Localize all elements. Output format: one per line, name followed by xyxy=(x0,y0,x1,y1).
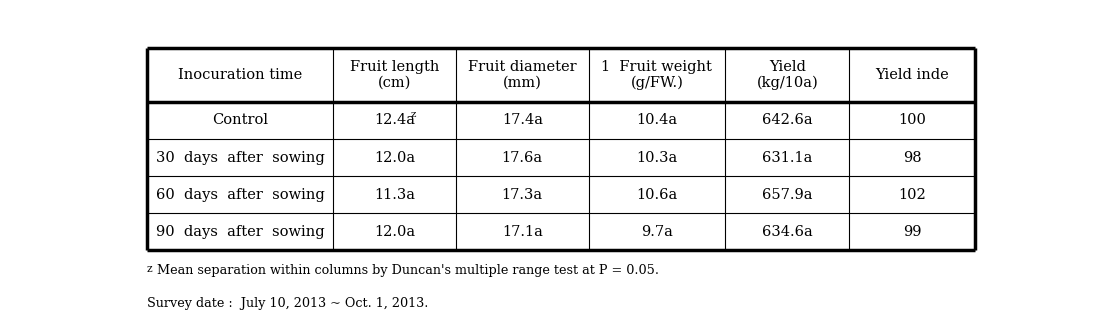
Text: 10.3a: 10.3a xyxy=(636,151,678,165)
Text: 102: 102 xyxy=(899,188,926,202)
Text: 10.6a: 10.6a xyxy=(636,188,678,202)
Text: 100: 100 xyxy=(898,113,926,127)
Text: 634.6a: 634.6a xyxy=(762,225,812,239)
Text: z: z xyxy=(411,111,416,119)
Text: z: z xyxy=(147,264,152,274)
Text: 12.4a: 12.4a xyxy=(374,113,415,127)
Text: 11.3a: 11.3a xyxy=(374,188,415,202)
Text: Mean separation within columns by Duncan's multiple range test at P = 0.05.: Mean separation within columns by Duncan… xyxy=(158,264,659,277)
Text: Control: Control xyxy=(212,113,268,127)
Text: 12.0a: 12.0a xyxy=(374,151,415,165)
Text: 631.1a: 631.1a xyxy=(762,151,812,165)
Text: 17.3a: 17.3a xyxy=(502,188,543,202)
Text: 99: 99 xyxy=(903,225,922,239)
Text: 17.4a: 17.4a xyxy=(502,113,543,127)
Text: 642.6a: 642.6a xyxy=(762,113,812,127)
Text: Survey date :  July 10, 2013 ~ Oct. 1, 2013.: Survey date : July 10, 2013 ~ Oct. 1, 20… xyxy=(147,297,428,310)
Text: 657.9a: 657.9a xyxy=(762,188,812,202)
Text: 9.7a: 9.7a xyxy=(641,225,672,239)
Text: Yield
(kg/10a): Yield (kg/10a) xyxy=(757,60,818,90)
Text: 17.6a: 17.6a xyxy=(502,151,543,165)
Text: 10.4a: 10.4a xyxy=(636,113,678,127)
Text: Fruit diameter
(mm): Fruit diameter (mm) xyxy=(468,60,577,90)
Text: Inocuration time: Inocuration time xyxy=(178,68,302,82)
Text: 30  days  after  sowing: 30 days after sowing xyxy=(155,151,324,165)
Text: Yield inde: Yield inde xyxy=(876,68,949,82)
Text: 60  days  after  sowing: 60 days after sowing xyxy=(155,188,324,202)
Text: Fruit length
(cm): Fruit length (cm) xyxy=(350,60,439,90)
Text: 12.0a: 12.0a xyxy=(374,225,415,239)
Text: 1  Fruit weight
(g/FW.): 1 Fruit weight (g/FW.) xyxy=(601,60,712,90)
Text: 98: 98 xyxy=(903,151,922,165)
Text: 90  days  after  sowing: 90 days after sowing xyxy=(155,225,324,239)
Text: 17.1a: 17.1a xyxy=(502,225,543,239)
